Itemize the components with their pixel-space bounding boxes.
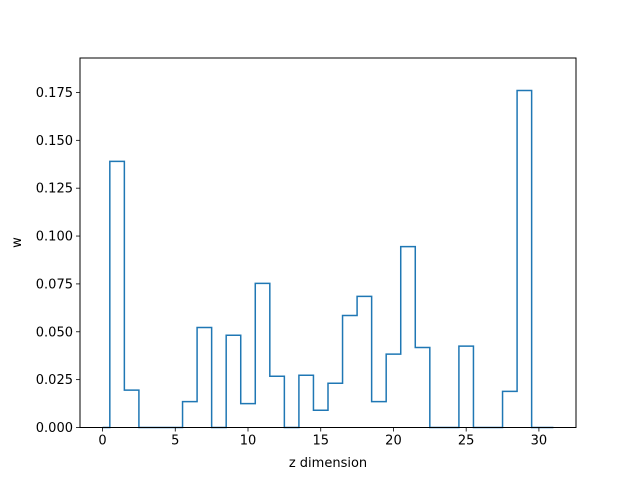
x-axis-label: z dimension bbox=[289, 456, 367, 471]
y-tick-label: 0.000 bbox=[36, 421, 73, 436]
x-tick-label: 20 bbox=[385, 434, 402, 449]
y-tick-label: 0.125 bbox=[36, 182, 73, 197]
x-tick-label: 30 bbox=[531, 434, 548, 449]
x-tick-label: 25 bbox=[458, 434, 475, 449]
plot-frame bbox=[79, 57, 577, 428]
x-tick-label: 0 bbox=[98, 434, 106, 449]
y-tick-label: 0.175 bbox=[36, 86, 73, 101]
x-tick-label: 15 bbox=[312, 434, 329, 449]
y-tick-label: 0.050 bbox=[36, 325, 73, 340]
y-tick-label: 0.100 bbox=[36, 230, 73, 245]
x-tick-label: 5 bbox=[171, 434, 179, 449]
series-step-line bbox=[102, 89, 554, 429]
y-tick-label: 0.075 bbox=[36, 277, 73, 292]
x-tick-label: 10 bbox=[240, 434, 257, 449]
y-axis-label: w bbox=[10, 237, 25, 248]
y-tick-label: 0.150 bbox=[36, 134, 73, 149]
y-tick-label: 0.025 bbox=[36, 373, 73, 388]
